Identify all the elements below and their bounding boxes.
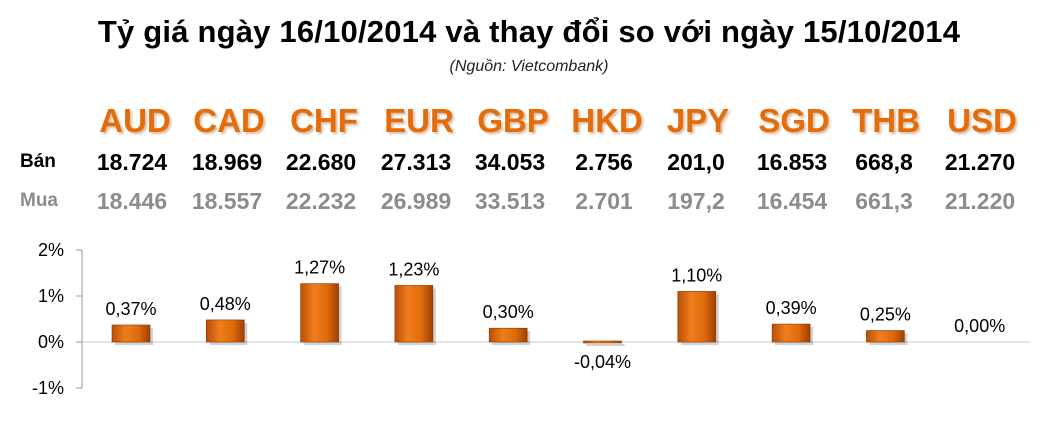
data-label: -0,04% <box>574 352 631 372</box>
data-label: 0,37% <box>105 299 156 319</box>
bar-jpy <box>677 291 717 343</box>
bar-aud <box>111 324 151 343</box>
buy-rate: 18.557 <box>191 188 263 214</box>
y-tick-label: 2% <box>38 240 64 260</box>
data-label: 0,39% <box>766 298 817 318</box>
bar-group <box>111 283 908 346</box>
bar-hkd <box>583 340 622 344</box>
bar-gbp <box>488 327 528 343</box>
bar-chf <box>300 283 339 343</box>
bar-cad <box>206 319 245 343</box>
sell-rate: 668,8 <box>855 149 913 175</box>
sell-rate: 18.969 <box>191 149 263 175</box>
buy-row-label: Mua <box>20 190 58 211</box>
buy-rate: 16.454 <box>756 188 828 214</box>
sell-rate: 27.313 <box>380 149 452 175</box>
currency-code: CHF <box>290 102 358 139</box>
sell-rate: 22.680 <box>285 149 357 175</box>
y-tick-label: -1% <box>32 378 64 398</box>
data-label: 0,48% <box>200 294 251 314</box>
buy-rate: 2.701 <box>575 188 633 214</box>
currency-code: USD <box>947 102 1017 139</box>
data-label: 1,23% <box>388 259 439 279</box>
data-label: 0,30% <box>483 302 534 322</box>
currency-code: AUD <box>99 102 171 139</box>
sell-rate: 18.724 <box>96 149 168 175</box>
buy-rate: 21.220 <box>944 188 1016 214</box>
currency-code: GBP <box>477 102 549 139</box>
sell-rate: 201,0 <box>667 149 725 175</box>
data-label: 0,00% <box>954 316 1005 336</box>
data-label-group: 0,37% 0,48% 1,27% 1,23% 0,30% -0,04% 1,10% 0,39… <box>105 258 1005 372</box>
bar-eur <box>394 285 434 343</box>
currency-code: EUR <box>384 102 454 139</box>
buy-rate: 197,2 <box>667 188 725 214</box>
data-label: 0,25% <box>860 305 911 325</box>
sell-row-label: Bán <box>20 151 56 172</box>
currency-code: CAD <box>193 102 265 139</box>
buy-rate: 26.989 <box>380 188 452 214</box>
currency-code: HKD <box>571 102 643 139</box>
data-label: 1,10% <box>671 265 722 285</box>
buy-rate: 661,3 <box>855 188 913 214</box>
bar-shadow <box>586 344 625 346</box>
bar-sgd <box>771 323 811 343</box>
y-tick-label: 1% <box>38 286 64 306</box>
source-note: (Nguồn: Vietcombank) <box>449 58 609 75</box>
buy-rate: 18.446 <box>96 188 168 214</box>
sell-rate: 16.853 <box>756 149 828 175</box>
currency-code: THB <box>852 102 920 139</box>
sell-rate: 34.053 <box>474 149 546 175</box>
sell-rate: 2.756 <box>575 149 633 175</box>
y-tick-label: 0% <box>38 332 64 352</box>
sell-rate: 21.270 <box>944 149 1016 175</box>
data-label: 1,27% <box>294 258 345 278</box>
currency-code: JPY <box>666 102 730 139</box>
percent-change-bar-chart: 2% 1% 0% -1% 0,37% 0,48% 1,27% 1,23% 0,30% -0,04… <box>32 240 1030 398</box>
currency-code: SGD <box>758 102 830 139</box>
chart-title: Tỷ giá ngày 16/10/2014 và thay đổi so vớ… <box>97 14 961 49</box>
bar-thb <box>866 330 905 343</box>
buy-rate: 22.232 <box>285 188 357 214</box>
buy-rate: 33.513 <box>474 188 546 214</box>
